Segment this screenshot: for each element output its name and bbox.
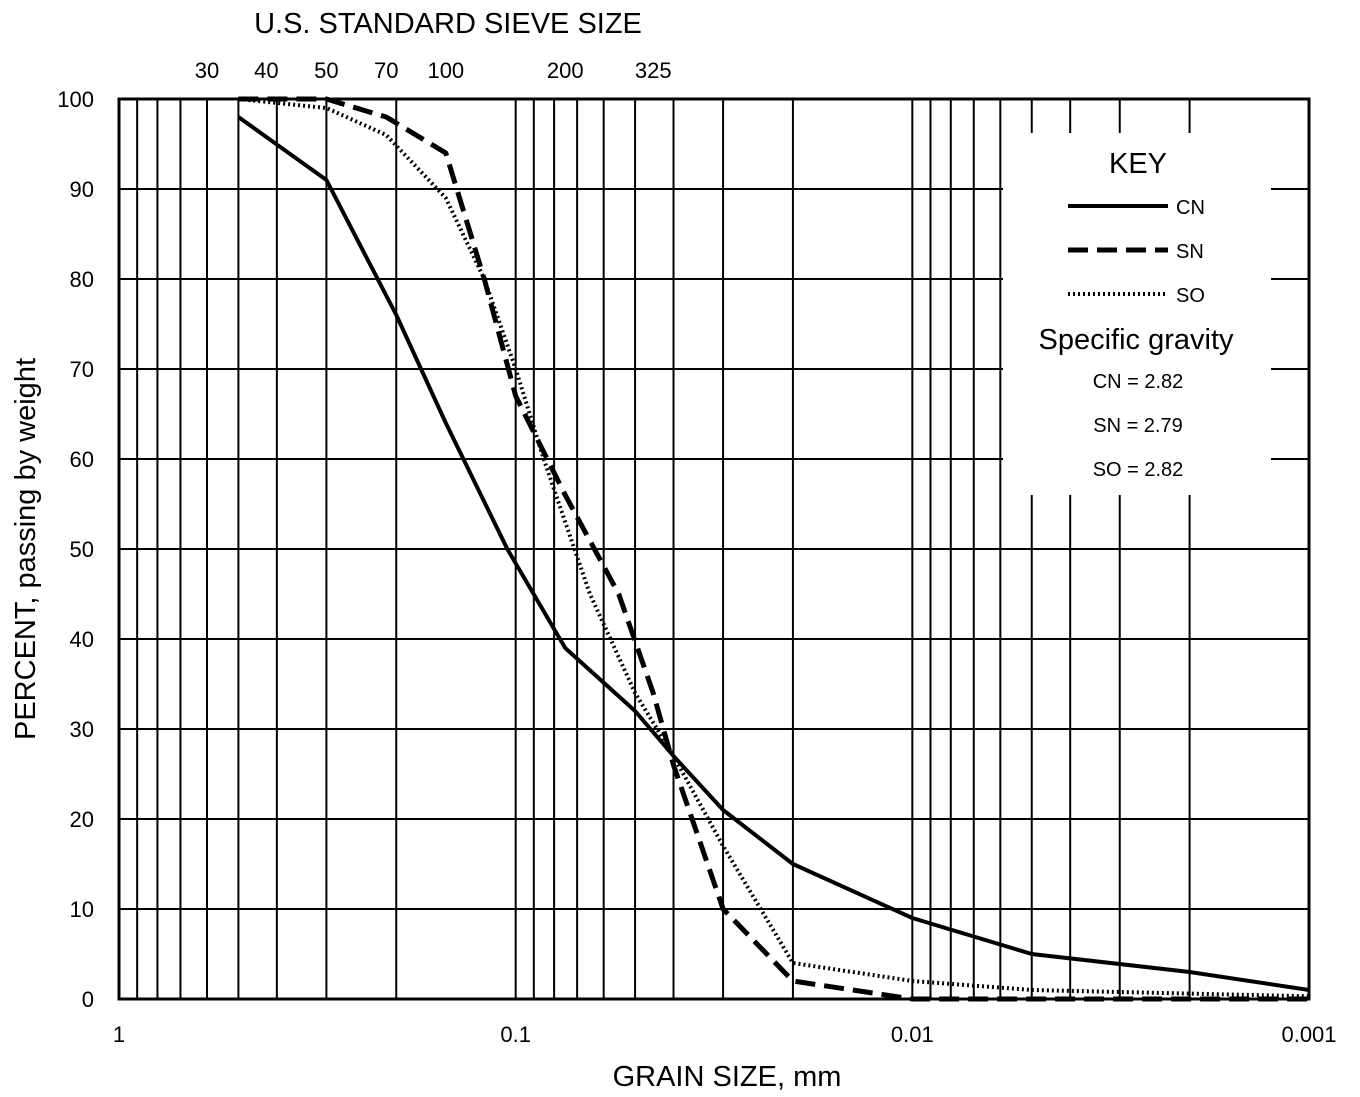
y-tick-label: 70 (70, 357, 94, 382)
sieve-tick-label: 200 (547, 58, 584, 83)
y-axis-ticks: 0 10 20 30 40 50 60 70 80 90 100 (57, 87, 94, 1012)
grid-lines (119, 99, 1309, 999)
plot-frame (117, 97, 1311, 1001)
y-tick-label: 50 (70, 537, 94, 562)
legend-label-so: SO (1176, 285, 1205, 307)
legend: KEY CN SN SO Specific gravity CN = 2.82 … (1003, 133, 1271, 495)
sieve-tick-label: 40 (254, 58, 278, 83)
y-tick-label: 90 (70, 177, 94, 202)
sieve-tick-label: 325 (635, 58, 672, 83)
legend-title: KEY (1109, 148, 1167, 180)
y-tick-label: 0 (82, 987, 94, 1012)
y-tick-label: 100 (57, 87, 94, 112)
specific-gravity-cn: CN = 2.82 (1093, 371, 1184, 393)
x-tick-label: 0.001 (1281, 1022, 1336, 1047)
series-line-cn (237, 115, 1310, 992)
series-lines (237, 96, 1310, 1002)
x-axis-ticks: 1 0.1 0.01 0.001 (113, 1022, 1337, 1047)
legend-label-sn: SN (1176, 241, 1204, 263)
sieve-tick-label: 70 (374, 58, 398, 83)
x-tick-label: 1 (113, 1022, 125, 1047)
top-axis-ticks: 30 40 50 70 100 200 325 (195, 58, 672, 83)
legend-background (1003, 133, 1271, 495)
y-tick-label: 60 (70, 447, 94, 472)
y-tick-label: 80 (70, 267, 94, 292)
x-axis-title: GRAIN SIZE, mm (613, 1061, 842, 1093)
x-tick-label: 0.1 (500, 1022, 531, 1047)
y-tick-label: 40 (70, 627, 94, 652)
y-tick-label: 10 (70, 897, 94, 922)
top-axis-title: U.S. STANDARD SIEVE SIZE (254, 8, 642, 40)
specific-gravity-so: SO = 2.82 (1093, 459, 1184, 481)
y-tick-label: 30 (70, 717, 94, 742)
x-tick-label: 0.01 (891, 1022, 934, 1047)
legend-subtitle: Specific gravity (1038, 324, 1234, 356)
sieve-tick-label: 50 (314, 58, 338, 83)
series-line-sn (238, 96, 1309, 1002)
sieve-tick-label: 30 (195, 58, 219, 83)
sieve-tick-label: 100 (427, 58, 464, 83)
y-axis-title: PERCENT, passing by weight (10, 358, 42, 740)
legend-label-cn: CN (1176, 197, 1205, 219)
y-tick-label: 20 (70, 807, 94, 832)
specific-gravity-sn: SN = 2.79 (1093, 415, 1183, 437)
